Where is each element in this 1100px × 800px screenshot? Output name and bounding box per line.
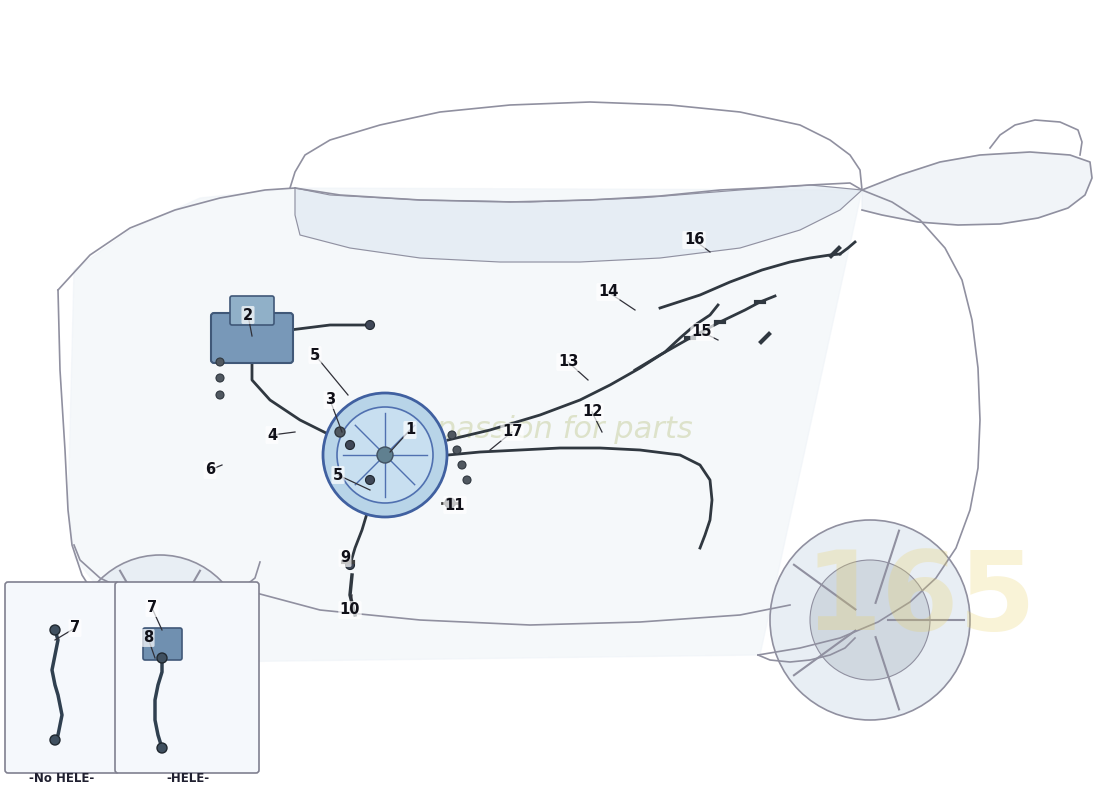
Circle shape — [216, 374, 224, 382]
Text: 4: 4 — [267, 427, 277, 442]
Circle shape — [323, 393, 447, 517]
Circle shape — [337, 407, 433, 503]
Text: 8: 8 — [143, 630, 153, 646]
Text: 7: 7 — [147, 601, 157, 615]
Circle shape — [75, 555, 245, 725]
FancyBboxPatch shape — [143, 628, 182, 660]
Circle shape — [453, 446, 461, 454]
Circle shape — [336, 427, 344, 437]
FancyBboxPatch shape — [211, 313, 293, 363]
Circle shape — [810, 560, 930, 680]
Circle shape — [446, 498, 455, 508]
Text: -HELE-: -HELE- — [166, 772, 210, 785]
Text: 16: 16 — [684, 233, 704, 247]
Text: 5: 5 — [310, 347, 320, 362]
Circle shape — [365, 321, 374, 330]
Circle shape — [50, 735, 60, 745]
Circle shape — [157, 653, 167, 663]
Text: 13: 13 — [558, 354, 579, 370]
Circle shape — [110, 590, 210, 690]
Circle shape — [377, 447, 393, 463]
Text: 5: 5 — [333, 467, 343, 482]
Text: -No HELE-: -No HELE- — [30, 772, 95, 785]
Circle shape — [463, 476, 471, 484]
Text: a passion for parts: a passion for parts — [408, 415, 692, 445]
Circle shape — [216, 358, 224, 366]
Text: 14: 14 — [597, 285, 618, 299]
Text: 1: 1 — [405, 422, 415, 438]
Text: 6: 6 — [205, 462, 216, 478]
Circle shape — [345, 441, 354, 450]
Circle shape — [458, 461, 466, 469]
Text: 12: 12 — [582, 405, 602, 419]
Text: 9: 9 — [340, 550, 350, 566]
Text: 165: 165 — [804, 546, 1036, 654]
Circle shape — [157, 743, 167, 753]
Text: 11: 11 — [444, 498, 465, 513]
Circle shape — [216, 391, 224, 399]
Circle shape — [50, 625, 60, 635]
Text: 3: 3 — [324, 393, 336, 407]
FancyBboxPatch shape — [230, 296, 274, 325]
Circle shape — [448, 431, 456, 439]
FancyBboxPatch shape — [116, 582, 258, 773]
Text: 15: 15 — [692, 325, 713, 339]
Text: 2: 2 — [243, 307, 253, 322]
FancyBboxPatch shape — [6, 582, 119, 773]
Circle shape — [770, 520, 970, 720]
Polygon shape — [68, 188, 862, 662]
Polygon shape — [862, 152, 1092, 225]
Circle shape — [336, 427, 345, 437]
Polygon shape — [295, 185, 862, 262]
Text: 7: 7 — [70, 621, 80, 635]
Circle shape — [365, 475, 374, 485]
Text: 17: 17 — [502, 425, 522, 439]
Circle shape — [345, 561, 354, 570]
Text: 10: 10 — [340, 602, 361, 618]
